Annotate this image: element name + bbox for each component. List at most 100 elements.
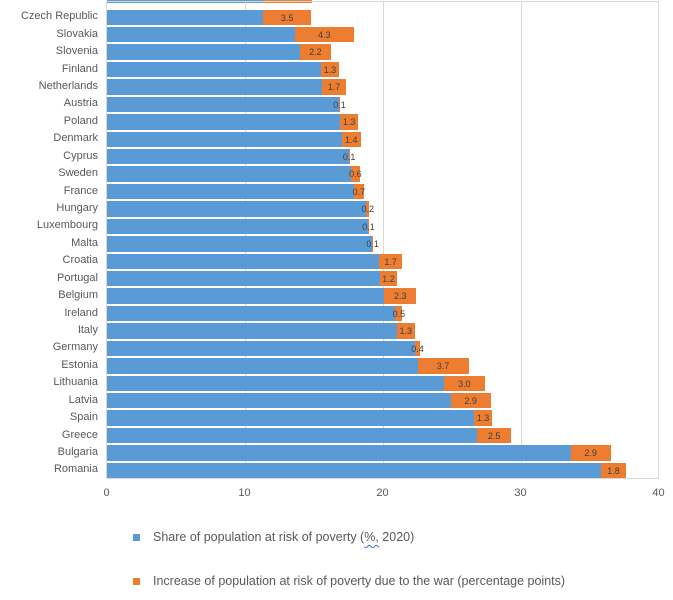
value-label: 2.5: [487, 430, 501, 441]
category-label: Bulgaria: [57, 446, 98, 459]
value-label: 0.7: [352, 186, 366, 197]
bar-segment-share: [107, 253, 379, 270]
bar-segment-share: [107, 79, 323, 95]
bar-segment-share: [107, 166, 352, 182]
bar-segment-increase: [354, 183, 364, 200]
value-label: 4.3: [318, 29, 331, 40]
category-label: France: [63, 184, 98, 197]
value-label: 1.4: [344, 134, 358, 145]
bar-segment-share: [107, 96, 339, 113]
value-label: 2.9: [464, 395, 477, 406]
category-label: Belgium: [58, 289, 98, 302]
x-axis-tick-0: 0: [103, 487, 110, 499]
value-label: 0.6: [349, 169, 362, 180]
legend-item-increase: Increase of population at risk of povert…: [133, 573, 565, 589]
category-label: Greece: [61, 428, 98, 441]
value-label: 3.0: [458, 378, 471, 389]
bar-segment-share: [107, 26, 295, 43]
legend-label-increase: Increase of population at risk of povert…: [153, 574, 566, 588]
bar-segment-increase: [443, 375, 486, 392]
legend-marker-increase: [133, 577, 140, 585]
bar-segment-share: [107, 410, 475, 426]
bar-segment-increase: [384, 288, 417, 304]
category-label: Hungary: [56, 202, 98, 215]
value-label: 1.3: [399, 326, 413, 337]
value-label: 2.3: [393, 291, 407, 302]
bar-segment-increase: [414, 340, 421, 357]
value-label: 0.1: [362, 221, 375, 232]
bar-segment-increase: [351, 166, 360, 182]
x-axis-tick-30: 30: [514, 487, 527, 499]
bar-segment-share: [107, 131, 342, 147]
bar-segment-increase: [294, 26, 354, 43]
bar-segment-share: [107, 358, 418, 374]
bar-segment-increase: [395, 305, 403, 322]
bar-segment-share: [107, 114, 341, 130]
bar-segment-increase: [371, 236, 374, 252]
bar-segment-share: [107, 462, 602, 479]
bar-segment-increase: [378, 253, 403, 270]
category-label: Lithuania: [53, 376, 98, 389]
bar-segment-share: [107, 288, 385, 304]
bar-segment-increase: [396, 323, 415, 339]
category-label: Cyprus: [63, 149, 98, 162]
bar-segment-increase: [322, 79, 346, 95]
value-label: 1.8: [607, 465, 620, 476]
bar-segment-increase: [262, 9, 312, 25]
legend-label-share: Share of population at risk of poverty (…: [153, 530, 415, 544]
bar-segment-increase: [474, 410, 493, 426]
bar-segment-share: [107, 392, 451, 409]
x-axis-tick-40: 40: [652, 487, 665, 499]
category-label: Estonia: [61, 358, 98, 371]
bar-segment-share: [107, 375, 444, 392]
bar-segment-increase: [601, 462, 626, 479]
category-label: Romania: [53, 463, 98, 476]
bar-segment-increase: [380, 270, 397, 287]
bar-segment-share: [107, 9, 263, 25]
value-label: 1.2: [382, 273, 395, 284]
bar-segment-share: [107, 427, 477, 444]
value-label: 0.1: [333, 99, 346, 110]
category-label: Austria: [63, 97, 98, 110]
spellcheck-squiggle: %,: [364, 530, 379, 544]
bar-segment-share: [107, 323, 397, 339]
gridline-20: [383, 2, 384, 478]
value-label: 3.5: [280, 12, 294, 23]
bar-segment-share: [107, 270, 381, 287]
value-label: 1.7: [327, 82, 341, 93]
bar-segment-increase: [367, 218, 370, 235]
value-label: 0.2: [361, 204, 375, 215]
value-label: 1.3: [476, 413, 490, 424]
bar-segment-increase: [320, 61, 339, 78]
category-label: Spain: [69, 411, 98, 424]
bar-segment-increase: [341, 131, 361, 147]
category-label: Finland: [61, 62, 98, 75]
bar-segment-increase: [476, 427, 512, 444]
value-label: 2.2: [309, 47, 322, 58]
bar-segment-increase: [338, 96, 341, 113]
category-label: Sweden: [58, 167, 98, 180]
value-label: 1.7: [384, 256, 397, 267]
bar-segment-share: [107, 44, 301, 60]
bar-segment-increase: [417, 358, 469, 374]
legend-marker-share: [133, 533, 140, 541]
category-label: Portugal: [57, 271, 98, 284]
category-label: Italy: [77, 324, 98, 337]
category-label: Malta: [71, 236, 98, 249]
bar-segment-share: [107, 218, 368, 235]
category-label: Ireland: [64, 306, 98, 319]
category-label: Netherlands: [38, 80, 98, 93]
value-label: 0.5: [392, 308, 406, 319]
category-label: Latvia: [68, 393, 98, 406]
value-label: 0.1: [366, 239, 379, 250]
value-label: 3.7: [436, 361, 450, 372]
bar-segment-share: [107, 201, 367, 217]
category-label: Luxembourg: [36, 219, 98, 232]
gridline-30: [521, 2, 522, 478]
category-label: Poland: [63, 114, 98, 127]
category-label: Czech Republic: [20, 10, 98, 23]
category-label: Denmark: [53, 132, 98, 145]
bar-segment-increase: [340, 114, 359, 130]
bar-segment-increase: [450, 392, 491, 409]
bar-segment-share: [107, 305, 396, 322]
